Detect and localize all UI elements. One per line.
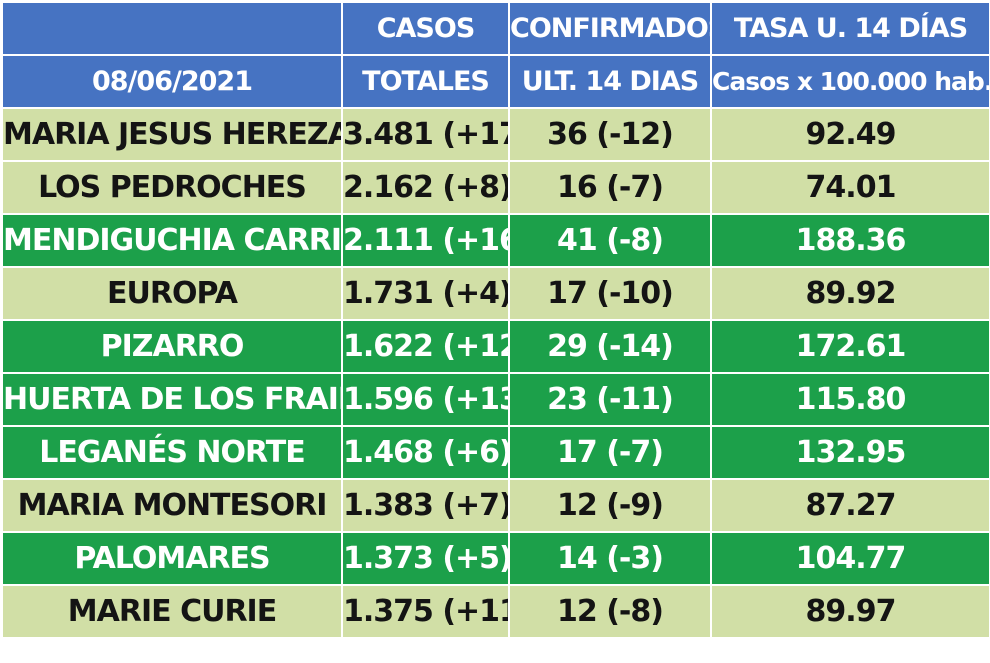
table-row: PALOMARES 1.373 (+5) 14 (-3) 104.77 xyxy=(1,531,990,586)
tasa-14-dias-cell: 115.80 xyxy=(710,372,990,427)
confirmados-14-dias-cell: 12 (-9) xyxy=(508,478,712,533)
confirmados-14-dias-cell: 12 (-8) xyxy=(508,584,712,639)
district-name-cell: MARIE CURIE xyxy=(1,584,343,639)
casos-totales-cell: 2.111 (+16) xyxy=(341,213,510,268)
district-name-cell: LOS PEDROCHES xyxy=(1,160,343,215)
header-totales: TOTALES xyxy=(341,54,510,109)
casos-totales-cell: 3.481 (+17) xyxy=(341,107,510,162)
casos-totales-cell: 1.596 (+13) xyxy=(341,372,510,427)
covid-cases-table: CASOS CONFIRMADOS TASA U. 14 DÍAS 08/06/… xyxy=(1,1,990,639)
header-date: 08/06/2021 xyxy=(1,54,343,109)
header-ultimos-14-dias: ULT. 14 DIAS xyxy=(508,54,712,109)
district-name-cell: HUERTA DE LOS FRAILES xyxy=(1,372,343,427)
casos-totales-cell: 2.162 (+8) xyxy=(341,160,510,215)
casos-totales-cell: 1.383 (+7) xyxy=(341,478,510,533)
tasa-14-dias-cell: 172.61 xyxy=(710,319,990,374)
confirmados-14-dias-cell: 29 (-14) xyxy=(508,319,712,374)
confirmados-14-dias-cell: 17 (-7) xyxy=(508,425,712,480)
tasa-14-dias-cell: 188.36 xyxy=(710,213,990,268)
tasa-14-dias-cell: 132.95 xyxy=(710,425,990,480)
district-name-cell: EUROPA xyxy=(1,266,343,321)
confirmados-14-dias-cell: 23 (-11) xyxy=(508,372,712,427)
district-name-cell: MARIA JESUS HEREZA xyxy=(1,107,343,162)
header-casos: CASOS xyxy=(341,1,510,56)
header-tasa: TASA U. 14 DÍAS xyxy=(710,1,990,56)
tasa-14-dias-cell: 89.97 xyxy=(710,584,990,639)
table-row: MARIA MONTESORI 1.383 (+7) 12 (-9) 87.27 xyxy=(1,478,990,533)
table-row: EUROPA 1.731 (+4) 17 (-10) 89.92 xyxy=(1,266,990,321)
table-row: LEGANÉS NORTE 1.468 (+6) 17 (-7) 132.95 xyxy=(1,425,990,480)
casos-totales-cell: 1.622 (+12) xyxy=(341,319,510,374)
header-row-1: CASOS CONFIRMADOS TASA U. 14 DÍAS xyxy=(1,1,990,56)
district-name-cell: MENDIGUCHIA CARRICHE xyxy=(1,213,343,268)
tasa-14-dias-cell: 87.27 xyxy=(710,478,990,533)
header-row-2: 08/06/2021 TOTALES ULT. 14 DIAS Casos x … xyxy=(1,54,990,109)
casos-totales-cell: 1.468 (+6) xyxy=(341,425,510,480)
casos-totales-cell: 1.375 (+11) xyxy=(341,584,510,639)
casos-totales-cell: 1.373 (+5) xyxy=(341,531,510,586)
header-casos-por-100000: Casos x 100.000 hab. xyxy=(710,54,990,109)
tasa-14-dias-cell: 92.49 xyxy=(710,107,990,162)
tasa-14-dias-cell: 104.77 xyxy=(710,531,990,586)
table-row: LOS PEDROCHES 2.162 (+8) 16 (-7) 74.01 xyxy=(1,160,990,215)
district-name-cell: PALOMARES xyxy=(1,531,343,586)
tasa-14-dias-cell: 74.01 xyxy=(710,160,990,215)
confirmados-14-dias-cell: 14 (-3) xyxy=(508,531,712,586)
confirmados-14-dias-cell: 41 (-8) xyxy=(508,213,712,268)
header-name-cell xyxy=(1,1,343,56)
confirmados-14-dias-cell: 36 (-12) xyxy=(508,107,712,162)
table-row: HUERTA DE LOS FRAILES1.596 (+13)23 (-11)… xyxy=(1,372,990,427)
table-row: MENDIGUCHIA CARRICHE2.111 (+16)41 (-8)18… xyxy=(1,213,990,268)
district-name-cell: PIZARRO xyxy=(1,319,343,374)
header-confirmados: CONFIRMADOS xyxy=(508,1,712,56)
casos-totales-cell: 1.731 (+4) xyxy=(341,266,510,321)
district-name-cell: MARIA MONTESORI xyxy=(1,478,343,533)
district-name-cell: LEGANÉS NORTE xyxy=(1,425,343,480)
confirmados-14-dias-cell: 16 (-7) xyxy=(508,160,712,215)
confirmados-14-dias-cell: 17 (-10) xyxy=(508,266,712,321)
tasa-14-dias-cell: 89.92 xyxy=(710,266,990,321)
